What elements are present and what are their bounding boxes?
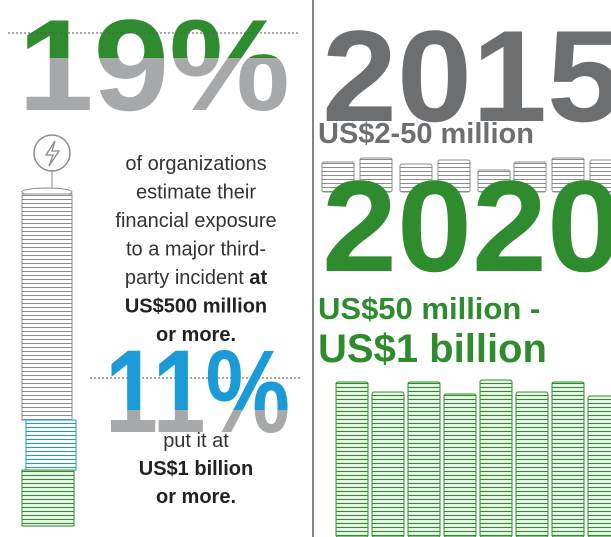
description-line: of organizations xyxy=(125,153,266,175)
text: party incident xyxy=(125,267,244,289)
lightning-icon xyxy=(34,135,70,188)
coin-stack xyxy=(336,382,368,537)
description-line: US$500 million xyxy=(125,296,267,318)
text: financial exposure xyxy=(115,210,276,232)
text: put it at xyxy=(163,430,229,452)
range: US$1 billion xyxy=(318,327,547,371)
text: estimate their xyxy=(136,182,256,204)
text: to a major third- xyxy=(126,239,266,261)
coin-stack xyxy=(516,392,548,537)
year: 2020 xyxy=(322,153,611,299)
bold-text: or more. xyxy=(156,486,236,508)
range: US$2-50 million xyxy=(318,118,534,150)
infographic: 19% 19% of organizations estimate their fi… xyxy=(0,0,611,537)
coin-stack xyxy=(22,188,76,526)
coin-stack xyxy=(444,394,476,537)
description-line: US$1 billion xyxy=(139,458,253,480)
text: of organizations xyxy=(125,153,266,175)
range: US$50 million - xyxy=(318,291,540,326)
coin-stack xyxy=(588,396,611,537)
bold-text: US$1 billion xyxy=(139,458,253,480)
coin-stack xyxy=(408,382,440,537)
description-line: to a major third- xyxy=(126,239,266,261)
coin-stack xyxy=(552,382,584,537)
description: of organizations estimate their financial … xyxy=(115,153,276,346)
coin-stack xyxy=(372,392,404,537)
description-line: estimate their xyxy=(136,182,256,204)
description-line: party incident at xyxy=(125,267,268,289)
bold-text: US$500 million xyxy=(125,296,267,318)
description-line: put it at xyxy=(163,430,229,452)
description-line: financial exposure xyxy=(115,210,276,232)
stat-19: 19% 19% xyxy=(8,0,300,138)
description-line: or more. xyxy=(156,486,236,508)
coin-stack xyxy=(480,380,512,537)
bold-text: at xyxy=(249,267,267,289)
coin-stacks xyxy=(336,380,611,537)
